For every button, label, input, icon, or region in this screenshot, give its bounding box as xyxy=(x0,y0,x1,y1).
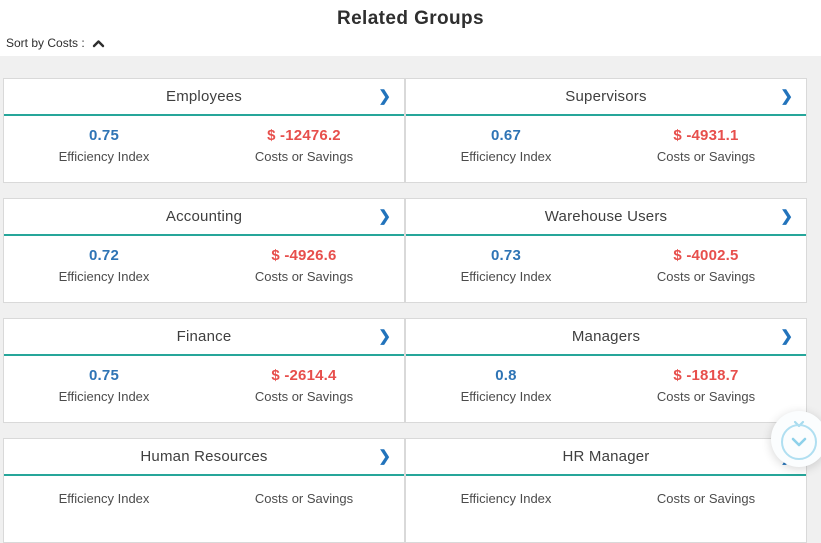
efficiency-index-label: Efficiency Index xyxy=(406,389,606,404)
costs-or-savings-label: Costs or Savings xyxy=(204,491,404,506)
group-name: Supervisors xyxy=(406,79,806,114)
page-header: Related Groups xyxy=(0,0,821,56)
group-name: HR Manager xyxy=(406,439,806,474)
group-name: Managers xyxy=(406,319,806,354)
page-title: Related Groups xyxy=(0,0,821,30)
related-groups-grid: Employees ❯ 0.75 Efficiency Index $ -124… xyxy=(3,78,807,543)
efficiency-index-label: Efficiency Index xyxy=(4,149,204,164)
costs-or-savings-label: Costs or Savings xyxy=(204,389,404,404)
group-card: Finance ❯ 0.75 Efficiency Index $ -2614.… xyxy=(3,318,405,423)
chevron-down-circle-icon xyxy=(781,424,817,460)
group-card-header[interactable]: Supervisors ❯ xyxy=(406,79,806,116)
costs-metric: $ -1818.7 Costs or Savings xyxy=(606,367,806,404)
group-name: Warehouse Users xyxy=(406,199,806,234)
group-card-body: 0.67 Efficiency Index $ -4931.1 Costs or… xyxy=(406,116,806,164)
costs-or-savings-value: $ -4926.6 xyxy=(204,247,404,265)
group-card-header[interactable]: Accounting ❯ xyxy=(4,199,404,236)
group-card: Warehouse Users ❯ 0.73 Efficiency Index … xyxy=(405,198,807,303)
group-name: Accounting xyxy=(4,199,404,234)
efficiency-index-label: Efficiency Index xyxy=(406,149,606,164)
group-card: Human Resources ❯ Efficiency Index Costs… xyxy=(3,438,405,543)
costs-metric: $ -4926.6 Costs or Savings xyxy=(204,247,404,284)
efficiency-metric: Efficiency Index xyxy=(406,487,606,506)
efficiency-metric: 0.67 Efficiency Index xyxy=(406,127,606,164)
group-card: Supervisors ❯ 0.67 Efficiency Index $ -4… xyxy=(405,78,807,183)
chevron-right-icon[interactable]: ❯ xyxy=(378,199,391,234)
costs-or-savings-value: $ -1818.7 xyxy=(606,367,806,385)
group-card-body: Efficiency Index Costs or Savings xyxy=(406,476,806,506)
group-card-header[interactable]: Human Resources ❯ xyxy=(4,439,404,476)
chevron-right-icon[interactable]: ❯ xyxy=(780,319,793,354)
group-name: Human Resources xyxy=(4,439,404,474)
efficiency-index-value: 0.75 xyxy=(4,367,204,385)
group-card-header[interactable]: HR Manager ❯ xyxy=(406,439,806,476)
costs-metric: $ -12476.2 Costs or Savings xyxy=(204,127,404,164)
costs-metric: $ -4002.5 Costs or Savings xyxy=(606,247,806,284)
group-card-header[interactable]: Warehouse Users ❯ xyxy=(406,199,806,236)
costs-or-savings-value: $ -12476.2 xyxy=(204,127,404,145)
scroll-down-button[interactable] xyxy=(771,411,821,467)
costs-metric: Costs or Savings xyxy=(606,487,806,506)
costs-metric: Costs or Savings xyxy=(204,487,404,506)
efficiency-index-label: Efficiency Index xyxy=(4,269,204,284)
chevron-right-icon[interactable]: ❯ xyxy=(378,319,391,354)
costs-or-savings-label: Costs or Savings xyxy=(606,389,806,404)
efficiency-metric: 0.8 Efficiency Index xyxy=(406,367,606,404)
costs-or-savings-label: Costs or Savings xyxy=(606,491,806,506)
group-card-header[interactable]: Employees ❯ xyxy=(4,79,404,116)
efficiency-index-value: 0.8 xyxy=(406,367,606,385)
group-name: Employees xyxy=(4,79,404,114)
costs-or-savings-label: Costs or Savings xyxy=(204,149,404,164)
group-card: HR Manager ❯ Efficiency Index Costs or S… xyxy=(405,438,807,543)
group-card: Employees ❯ 0.75 Efficiency Index $ -124… xyxy=(3,78,405,183)
efficiency-metric: Efficiency Index xyxy=(4,487,204,506)
group-card: Managers ❯ 0.8 Efficiency Index $ -1818.… xyxy=(405,318,807,423)
efficiency-index-label: Efficiency Index xyxy=(406,269,606,284)
group-card-body: 0.8 Efficiency Index $ -1818.7 Costs or … xyxy=(406,356,806,404)
chevron-right-icon[interactable]: ❯ xyxy=(780,79,793,114)
sort-by-costs-control[interactable]: Sort by Costs : xyxy=(6,36,105,50)
efficiency-metric: 0.75 Efficiency Index xyxy=(4,367,204,404)
group-card-header[interactable]: Managers ❯ xyxy=(406,319,806,356)
costs-or-savings-value: $ -2614.4 xyxy=(204,367,404,385)
chevron-up-icon[interactable] xyxy=(92,38,105,48)
efficiency-metric: 0.72 Efficiency Index xyxy=(4,247,204,284)
group-card-body: 0.75 Efficiency Index $ -2614.4 Costs or… xyxy=(4,356,404,404)
group-card-body: Efficiency Index Costs or Savings xyxy=(4,476,404,506)
efficiency-index-value: 0.73 xyxy=(406,247,606,265)
costs-metric: $ -4931.1 Costs or Savings xyxy=(606,127,806,164)
chevron-right-icon[interactable]: ❯ xyxy=(780,199,793,234)
costs-or-savings-label: Costs or Savings xyxy=(606,269,806,284)
costs-or-savings-value: $ -4002.5 xyxy=(606,247,806,265)
sort-label: Sort by Costs : xyxy=(6,36,85,50)
chevron-right-icon[interactable]: ❯ xyxy=(378,79,391,114)
efficiency-index-value: 0.67 xyxy=(406,127,606,145)
efficiency-index-value: 0.72 xyxy=(4,247,204,265)
costs-or-savings-label: Costs or Savings xyxy=(606,149,806,164)
efficiency-metric: 0.75 Efficiency Index xyxy=(4,127,204,164)
efficiency-index-label: Efficiency Index xyxy=(4,491,204,506)
efficiency-index-label: Efficiency Index xyxy=(4,389,204,404)
efficiency-index-value: 0.75 xyxy=(4,127,204,145)
group-card-header[interactable]: Finance ❯ xyxy=(4,319,404,356)
costs-or-savings-label: Costs or Savings xyxy=(204,269,404,284)
group-name: Finance xyxy=(4,319,404,354)
costs-or-savings-value: $ -4931.1 xyxy=(606,127,806,145)
group-card-body: 0.73 Efficiency Index $ -4002.5 Costs or… xyxy=(406,236,806,284)
group-card-body: 0.72 Efficiency Index $ -4926.6 Costs or… xyxy=(4,236,404,284)
efficiency-index-label: Efficiency Index xyxy=(406,491,606,506)
costs-metric: $ -2614.4 Costs or Savings xyxy=(204,367,404,404)
chevron-right-icon[interactable]: ❯ xyxy=(378,439,391,474)
group-card-body: 0.75 Efficiency Index $ -12476.2 Costs o… xyxy=(4,116,404,164)
group-card: Accounting ❯ 0.72 Efficiency Index $ -49… xyxy=(3,198,405,303)
efficiency-metric: 0.73 Efficiency Index xyxy=(406,247,606,284)
